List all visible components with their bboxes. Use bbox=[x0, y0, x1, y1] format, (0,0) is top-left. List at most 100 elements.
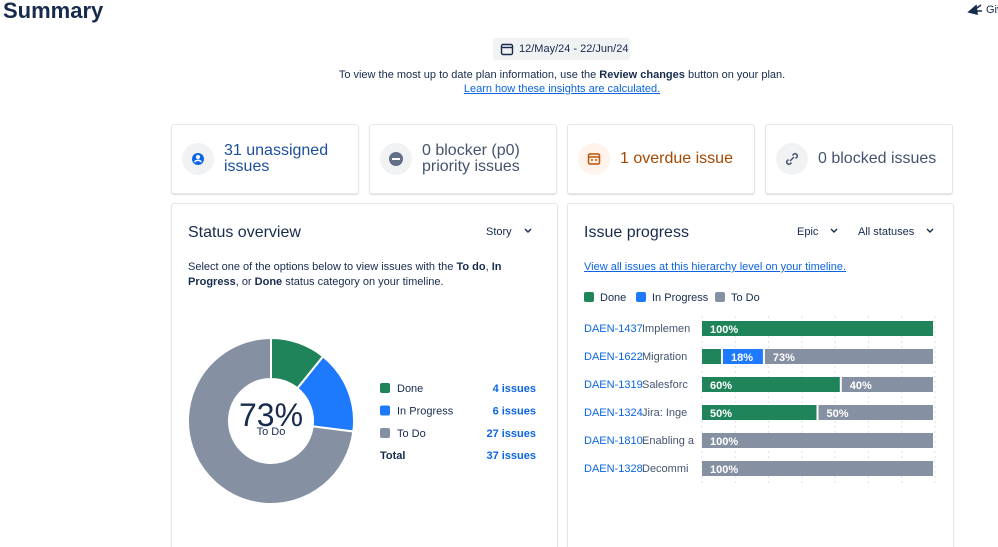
donut-segment bbox=[187, 336, 355, 505]
info-link-text[interactable]: Learn how these insights are calculated. bbox=[463, 83, 661, 95]
dropdown-label[interactable]: Story bbox=[486, 226, 512, 238]
legend-value: 4 issues bbox=[493, 383, 536, 395]
legend-label: Done bbox=[397, 383, 423, 395]
dropdown[interactable]: Story bbox=[486, 226, 533, 238]
page-title: Summary bbox=[3, 0, 104, 23]
summary-card: 1 overdue issue bbox=[567, 124, 755, 194]
progress-bar-segment bbox=[702, 405, 817, 420]
chevron bbox=[524, 228, 532, 233]
bar-value-label: 100% bbox=[710, 436, 738, 448]
issue-summary: Migration bbox=[642, 351, 687, 363]
text-part: To do bbox=[456, 261, 486, 273]
issue-summary: Salesforc bbox=[642, 379, 688, 391]
card-label: 0 blocked issues bbox=[818, 150, 937, 167]
issue-key: DAEN-1622 bbox=[584, 351, 643, 363]
panel-title: Status overview bbox=[188, 224, 301, 241]
legend-label: In Progress bbox=[652, 292, 709, 304]
card-icon bbox=[182, 143, 214, 175]
bar-value-label: 40% bbox=[850, 380, 872, 392]
bar-value-label: 50% bbox=[710, 408, 732, 420]
timeline-link[interactable]: View all issues at this hierarchy level … bbox=[584, 261, 846, 273]
issue-summary: Jira: Inge bbox=[642, 407, 687, 419]
card-label: 1 overdue issue bbox=[620, 150, 733, 167]
date-range: 12/May/24 - 22/Jun/24 bbox=[519, 43, 629, 55]
text-part: , or bbox=[235, 276, 255, 288]
legend-swatch bbox=[380, 383, 390, 393]
bar-value-label: 73% bbox=[773, 352, 795, 364]
card-label: 31 unassigned issues bbox=[224, 142, 329, 175]
icon bbox=[587, 153, 601, 165]
progress-bar-segment bbox=[702, 433, 933, 448]
text-part: status category on your timeline. bbox=[282, 276, 444, 288]
text-part: To view the most up to date plan informa… bbox=[338, 69, 600, 81]
issue-summary: Enabling a bbox=[642, 435, 695, 447]
donut-center-label: 73% bbox=[239, 397, 303, 433]
bar-value-label: 50% bbox=[827, 408, 849, 420]
calendar-icon bbox=[500, 43, 514, 56]
dropdown[interactable]: Epic bbox=[797, 226, 839, 238]
summary-card: 0 blocked issues bbox=[765, 124, 953, 194]
legend-value: 27 issues bbox=[486, 428, 536, 440]
progress-bar-segment bbox=[702, 349, 721, 364]
progress-bar-segment bbox=[702, 377, 840, 392]
legend-swatch bbox=[380, 405, 390, 416]
legend-total-value: 37 issues bbox=[486, 450, 536, 462]
progress-bar-segment bbox=[818, 405, 933, 420]
legend-swatch bbox=[380, 428, 390, 438]
issue-summary: Implemen bbox=[642, 323, 690, 335]
issue-key: DAEN-1324 bbox=[584, 407, 643, 419]
card-icon bbox=[380, 143, 412, 175]
icon bbox=[192, 153, 204, 165]
progress-bar-segment bbox=[722, 349, 763, 364]
dropdown[interactable]: All statuses bbox=[858, 226, 935, 238]
progress-bar-segment bbox=[702, 461, 933, 476]
chevron bbox=[926, 228, 934, 233]
progress-bar-segment bbox=[764, 349, 933, 364]
legend-label: To Do bbox=[731, 292, 760, 304]
text-part: In Progress bbox=[188, 261, 502, 288]
description: Select one of the options below to view … bbox=[188, 260, 548, 290]
bar-value-label: 100% bbox=[710, 324, 738, 336]
legend-total-label: Total bbox=[380, 450, 405, 462]
icon bbox=[785, 152, 799, 166]
date-range-button[interactable]: 12/May/24 - 22/Jun/24 bbox=[493, 38, 630, 60]
progress-bar-segment bbox=[841, 377, 933, 392]
issue-key: DAEN-1437 bbox=[584, 323, 643, 335]
feedback-icon[interactable] bbox=[967, 3, 983, 17]
legend-label: In Progress bbox=[397, 406, 454, 418]
legend-label: To Do bbox=[397, 428, 426, 440]
donut-center-sublabel: To Do bbox=[257, 426, 286, 438]
feedback-button[interactable]: Giv bbox=[986, 4, 998, 16]
legend-swatch bbox=[636, 292, 646, 302]
legend-swatch bbox=[715, 292, 725, 302]
info-link[interactable]: Learn how these insights are calculated. bbox=[300, 83, 824, 95]
text-part: button on your plan. bbox=[684, 69, 786, 81]
bar-value-label: 60% bbox=[710, 380, 732, 392]
text-part: Review changes bbox=[599, 69, 685, 81]
panel-title: Issue progress bbox=[584, 224, 689, 241]
icon bbox=[389, 152, 403, 166]
dropdown-label[interactable]: Epic bbox=[797, 226, 819, 238]
issue-key: DAEN-1810 bbox=[584, 435, 643, 447]
issue-summary: Decommi bbox=[642, 463, 688, 475]
issue-progress-panel: Issue progress Epic All statuses View al… bbox=[567, 203, 954, 547]
legend-label: Done bbox=[600, 292, 626, 304]
progress-bar-segment bbox=[702, 321, 933, 336]
card-label: 0 blocker (p0) priority issues bbox=[422, 142, 520, 175]
summary-card: 0 blocker (p0) priority issues bbox=[369, 124, 557, 194]
summary-card: 31 unassigned issues bbox=[171, 124, 359, 194]
timeline-link-text[interactable]: View all issues at this hierarchy level … bbox=[584, 261, 847, 273]
info-text: To view the most up to date plan informa… bbox=[300, 69, 824, 81]
dropdown-label[interactable]: All statuses bbox=[858, 226, 915, 238]
bar-value-label: 18% bbox=[731, 352, 753, 364]
card-icon bbox=[578, 143, 610, 175]
card-icon bbox=[776, 143, 808, 175]
text-part: Done bbox=[254, 276, 283, 288]
text-part: , bbox=[485, 261, 492, 273]
legend-swatch bbox=[584, 292, 594, 302]
bar-value-label: 100% bbox=[710, 464, 738, 476]
chevron bbox=[830, 228, 838, 233]
legend-value: 6 issues bbox=[493, 406, 536, 418]
